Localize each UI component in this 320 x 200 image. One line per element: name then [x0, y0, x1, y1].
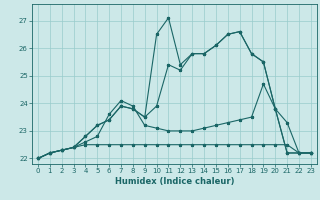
X-axis label: Humidex (Indice chaleur): Humidex (Indice chaleur): [115, 177, 234, 186]
